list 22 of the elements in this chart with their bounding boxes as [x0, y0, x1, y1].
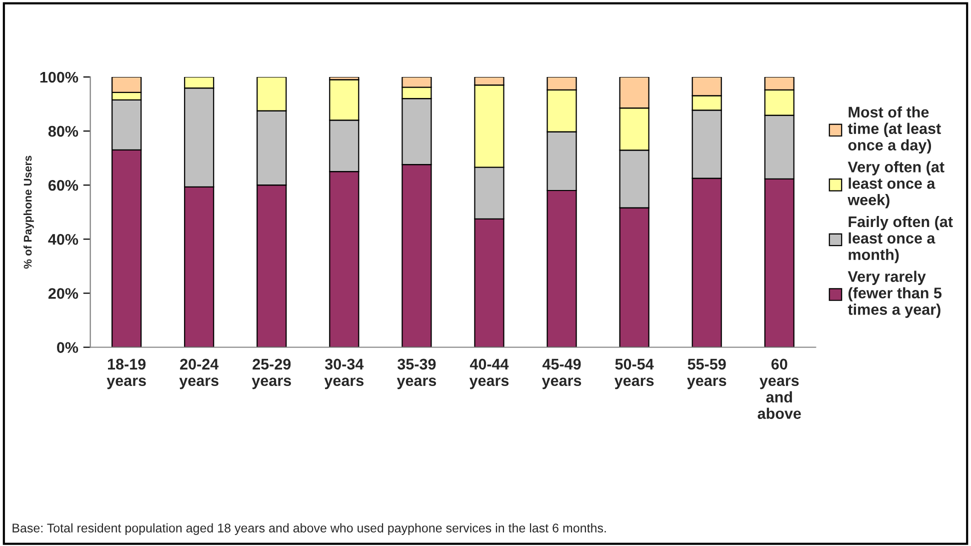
y-tick-label: 100% [40, 72, 78, 83]
legend-label: Most of the time (at least once a day) [848, 106, 941, 154]
y-axis-title: % of Payphone Users [24, 156, 34, 269]
x-tick-label: 60 years and above [758, 358, 801, 419]
x-tick-label: 45-49 years [542, 358, 582, 390]
y-tick-label: 20% [48, 288, 78, 299]
legend-label: Very often (at least once a week) [848, 161, 944, 208]
legend-label: Very rarely (fewer than 5 times a year) [848, 270, 942, 318]
x-tick-label: 18-19 years [106, 358, 146, 390]
text: Base: Total resident population aged 18 years and above who used payphone services in the last 6 months. [12, 523, 606, 535]
x-tick-label: 50-54 years [614, 358, 654, 390]
y-tick-label: 40% [48, 234, 78, 245]
x-tick-label: 40-44 years [469, 358, 509, 390]
x-tick-label: 55-59 years [686, 358, 726, 390]
x-tick-label: 25-29 years [252, 358, 291, 390]
y-tick-label: 80% [48, 126, 78, 137]
legend-label: Fairly often (at least once a month) [848, 216, 953, 264]
x-tick-label: 35-39 years [396, 358, 436, 390]
y-tick-label: 0% [57, 342, 78, 353]
x-tick-label: 30-34 years [324, 358, 364, 390]
y-tick-label: 60% [48, 180, 78, 191]
x-tick-label: 20-24 years [179, 358, 219, 390]
